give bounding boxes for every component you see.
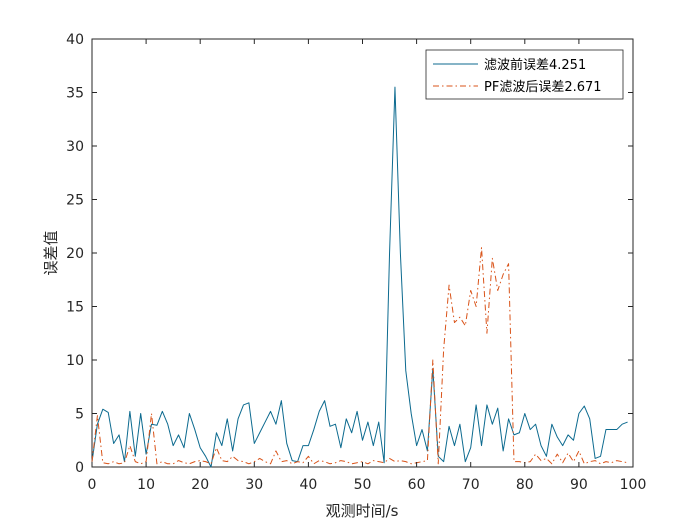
x-tick-label: 0 [88,477,97,493]
x-tick-label: 90 [570,477,588,493]
series-line-0 [91,86,628,468]
y-tick-label: 30 [66,139,84,155]
y-tick-label: 0 [75,460,84,476]
y-tick-label: 35 [66,86,84,102]
y-tick-label: 15 [66,300,84,316]
legend-label-1: PF滤波后误差2.671 [484,80,602,95]
legend-label-0: 滤波前误差4.251 [484,57,586,73]
x-tick-label: 30 [245,477,263,493]
y-tick-label: 10 [66,353,84,369]
y-tick-label: 40 [66,32,84,48]
x-tick-label: 20 [191,477,209,493]
x-tick-label: 40 [299,477,317,493]
series-line-1 [91,247,628,465]
series-layer [91,86,628,468]
legend: 滤波前误差4.251 PF滤波后误差2.671 [425,49,624,100]
ticks-layer: 0 10 20 30 40 50 60 70 80 90 100 0 5 10 15 20 25 30 35 40 [66,32,646,493]
x-tick-label: 60 [408,477,426,493]
x-axis-label: 观测时间/s [326,502,399,520]
y-tick-label: 20 [66,246,84,262]
plot-area [91,38,634,468]
x-tick-label: 70 [462,477,480,493]
y-axis-label: 误差值 [42,230,60,275]
y-tick-label: 25 [66,193,84,209]
legend-box [425,49,624,100]
y-tick-label: 5 [75,407,84,423]
x-tick-label: 80 [516,477,534,493]
x-tick-label: 10 [137,477,155,493]
x-tick-label: 50 [354,477,372,493]
x-tick-label: 100 [620,477,647,493]
